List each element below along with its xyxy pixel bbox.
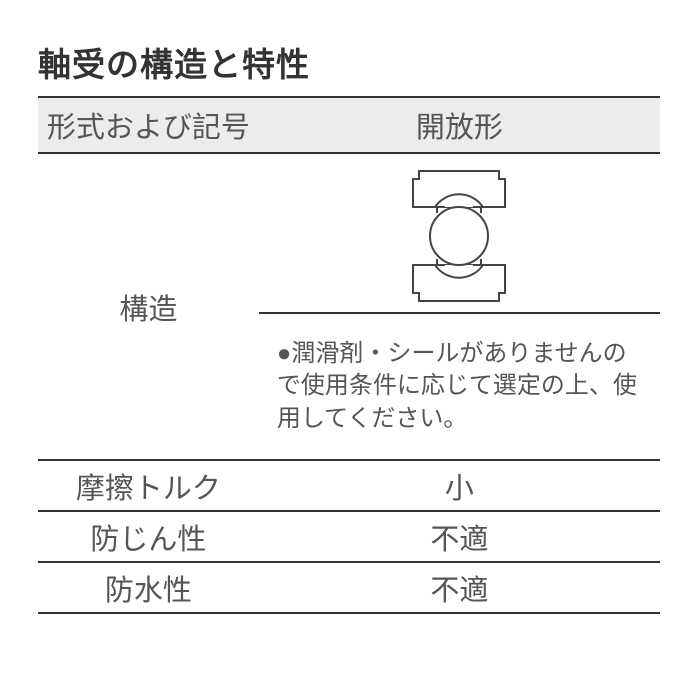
bearing-diagram-icon xyxy=(387,165,532,307)
label-structure: 構造 xyxy=(38,153,259,460)
value-water: 不適 xyxy=(259,562,660,613)
note-text: ●潤滑剤・シールがありませんので使用条件に応じて選定の上、使用してください。 xyxy=(277,338,645,435)
header-col2: 開放形 xyxy=(259,97,660,153)
label-friction: 摩擦トルク xyxy=(38,460,259,511)
row-dust: 防じん性 不適 xyxy=(38,511,660,562)
spec-table: 形式および記号 開放形 構造 xyxy=(38,96,660,614)
label-dust: 防じん性 xyxy=(38,511,259,562)
structure-note: ●潤滑剤・シールがありませんので使用条件に応じて選定の上、使用してください。 xyxy=(259,313,660,460)
row-structure: 構造 xyxy=(38,153,660,313)
diagram-cell xyxy=(259,153,660,313)
table-header-row: 形式および記号 開放形 xyxy=(38,97,660,153)
row-water: 防水性 不適 xyxy=(38,562,660,613)
row-friction: 摩擦トルク 小 xyxy=(38,460,660,511)
label-water: 防水性 xyxy=(38,562,259,613)
header-col1: 形式および記号 xyxy=(38,97,259,153)
value-dust: 不適 xyxy=(259,511,660,562)
page-title: 軸受の構造と特性 xyxy=(38,38,670,86)
value-friction: 小 xyxy=(259,460,660,511)
